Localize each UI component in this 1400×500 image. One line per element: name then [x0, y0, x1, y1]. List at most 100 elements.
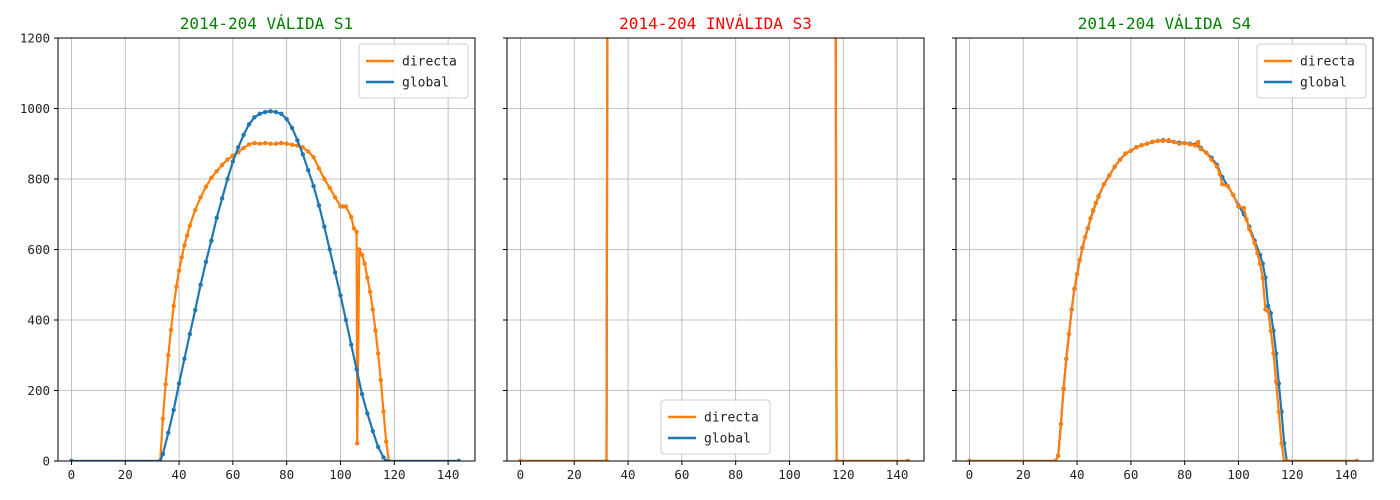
- series-line-directa: [520, 38, 908, 461]
- data-point-directa: [967, 458, 972, 461]
- legend-label-directa: directa: [1300, 55, 1355, 70]
- data-point-directa: [306, 149, 311, 154]
- x-tick-label: 80: [1177, 467, 1192, 482]
- series-line-directa: [969, 139, 1357, 461]
- data-point-directa: [1260, 275, 1265, 280]
- data-point-directa: [1088, 216, 1093, 221]
- x-tick-label: 120: [383, 467, 406, 482]
- data-point-global: [375, 444, 381, 450]
- data-point-directa: [370, 307, 375, 312]
- data-point-global: [322, 224, 327, 229]
- data-point-global: [166, 430, 171, 435]
- data-point-global: [295, 138, 300, 143]
- data-point-global: [279, 111, 284, 116]
- data-point-directa: [1247, 226, 1252, 232]
- legend-label-directa: directa: [704, 411, 759, 426]
- data-point-global: [370, 428, 375, 434]
- data-point-directa: [193, 207, 198, 213]
- data-point-global: [349, 342, 354, 347]
- data-point-directa: [1220, 182, 1225, 187]
- data-point-directa: [1204, 150, 1209, 155]
- legend-box: [358, 43, 469, 99]
- data-point-directa: [1072, 286, 1077, 292]
- data-point-directa: [1058, 421, 1064, 427]
- data-point-directa: [289, 142, 295, 148]
- data-point-directa: [1112, 164, 1117, 169]
- data-point-directa: [1150, 139, 1155, 145]
- data-point-global: [273, 109, 279, 115]
- data-point-directa: [1139, 142, 1144, 148]
- data-point-directa: [1107, 173, 1112, 178]
- data-point-directa: [1123, 151, 1128, 156]
- x-tick-label: 140: [1335, 467, 1358, 482]
- data-point-directa: [1061, 386, 1066, 391]
- x-tick-label: 40: [621, 467, 636, 482]
- data-point-directa: [279, 140, 284, 146]
- data-point-directa: [1101, 182, 1107, 187]
- data-point-directa: [171, 303, 176, 309]
- data-point-directa: [268, 141, 273, 146]
- y-tick-label: 1000: [20, 101, 50, 116]
- data-point-directa: [604, 458, 609, 461]
- series-directa: [69, 140, 462, 461]
- data-point-global: [359, 391, 365, 397]
- data-point-directa: [1171, 139, 1177, 145]
- data-point-directa: [373, 328, 378, 333]
- data-point-directa: [241, 145, 246, 151]
- data-point-directa: [1093, 200, 1099, 206]
- data-point-directa: [1265, 308, 1271, 314]
- data-point-global: [198, 282, 203, 287]
- data-point-directa: [357, 247, 362, 252]
- data-point-directa: [174, 284, 179, 289]
- data-point-global: [193, 307, 198, 313]
- data-point-directa: [198, 195, 203, 200]
- chart-panel-1: 0 20 40 60 80 100 120 140 0 200 400 600 800 1000 1200 2…: [20, 14, 476, 482]
- data-point-global: [384, 458, 389, 461]
- data-point-directa: [214, 169, 219, 174]
- series-directa: [967, 138, 1360, 461]
- data-point-directa: [1255, 250, 1260, 256]
- data-point-directa: [349, 214, 354, 220]
- legend-box: [1256, 43, 1367, 99]
- plot-area: [967, 138, 1360, 461]
- data-point-directa: [209, 175, 214, 181]
- legend: directa global: [1256, 43, 1367, 99]
- data-point-global: [381, 455, 386, 460]
- legend-label-global: global: [704, 432, 751, 447]
- data-point-directa: [1354, 458, 1360, 461]
- data-point-directa: [1284, 458, 1290, 461]
- data-point-directa: [1276, 409, 1282, 414]
- data-point-directa: [354, 229, 359, 235]
- data-point-directa: [1257, 261, 1263, 266]
- legend-box: [660, 399, 771, 455]
- data-point-directa: [1080, 245, 1085, 250]
- series-directa: [518, 38, 911, 461]
- legend-label-directa: directa: [402, 55, 457, 70]
- data-point-directa: [1187, 142, 1193, 147]
- x-tick-label: 100: [1227, 467, 1250, 482]
- x-tick-label: 20: [118, 467, 133, 482]
- data-point-directa: [365, 275, 370, 280]
- data-point-directa: [273, 141, 279, 146]
- data-point-directa: [1195, 139, 1201, 145]
- x-tick-label: 80: [728, 467, 743, 482]
- data-point-global: [219, 196, 225, 201]
- x-tick-label: 60: [674, 467, 689, 482]
- data-point-global: [306, 167, 311, 173]
- data-point-directa: [354, 441, 360, 446]
- data-point-global: [158, 458, 163, 461]
- data-point-directa: [834, 458, 839, 461]
- data-point-global: [338, 293, 343, 298]
- series-global: [518, 38, 911, 461]
- data-point-directa: [1241, 205, 1247, 211]
- data-point-global: [241, 132, 246, 138]
- data-point-directa: [1236, 204, 1241, 209]
- data-point-global: [1265, 303, 1271, 309]
- data-point-global: [203, 259, 209, 265]
- data-point-global: [236, 145, 241, 150]
- legend: directa global: [358, 43, 469, 99]
- y-tick-label: 200: [27, 383, 50, 398]
- data-point-global: [289, 125, 295, 131]
- data-point-directa: [168, 327, 174, 333]
- x-tick-label: 0: [966, 467, 974, 482]
